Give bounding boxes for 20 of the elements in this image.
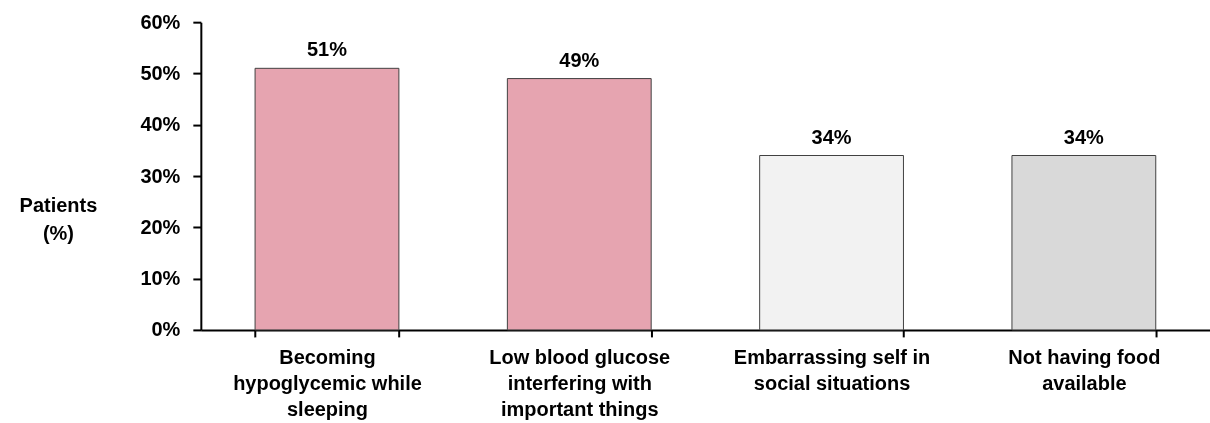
y-tick-label: 40% — [140, 113, 181, 136]
x-tick-label: Low blood glucose interfering with important things — [489, 346, 671, 421]
bar — [759, 155, 904, 331]
data-label: 34% — [1063, 125, 1105, 148]
y-tick-label: 20% — [140, 215, 181, 238]
x-tick-label: Not having food available — [1008, 346, 1161, 395]
bar — [506, 78, 652, 331]
y-tick-label: 50% — [140, 61, 181, 84]
x-tick-label: Embarrassing self in social situations — [733, 346, 931, 395]
y-tick-label: 10% — [140, 267, 181, 290]
y-tick-label: 60% — [140, 10, 181, 33]
data-label: 49% — [559, 48, 600, 71]
bar — [1011, 155, 1157, 331]
y-tick-label: 30% — [140, 164, 181, 187]
bar — [254, 67, 400, 331]
data-label: 34% — [811, 125, 852, 148]
x-tick-label: Becoming hypoglycemic while sleeping — [233, 346, 422, 421]
data-label: 51% — [307, 38, 348, 61]
y-axis-title: Patients (%) — [19, 193, 98, 245]
y-tick-label: 0% — [151, 318, 181, 341]
